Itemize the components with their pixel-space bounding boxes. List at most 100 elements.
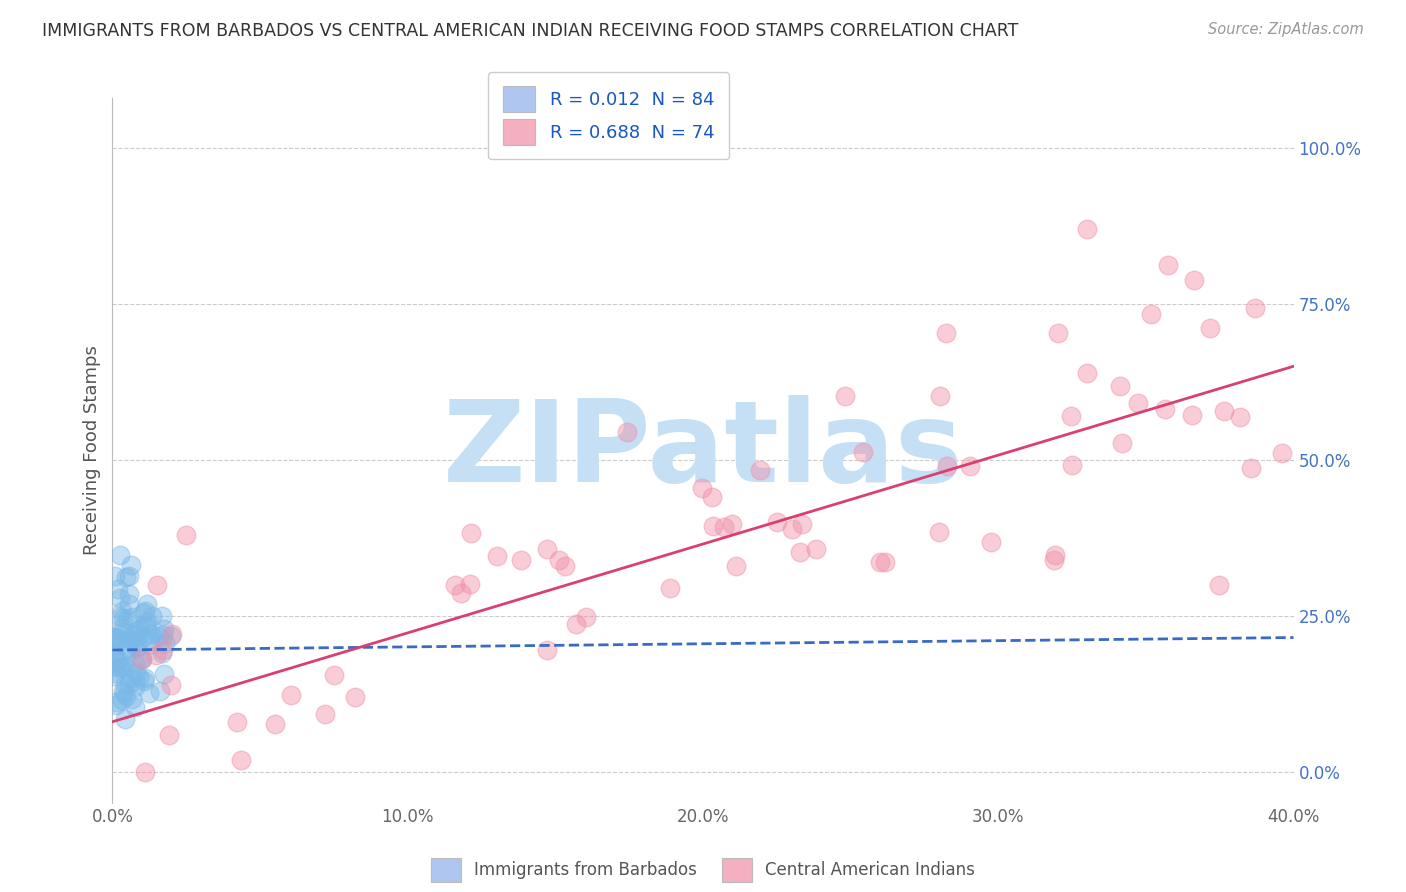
Point xyxy=(105,666,128,681)
Point xyxy=(125,640,148,655)
Point xyxy=(458,576,481,591)
Point xyxy=(929,389,952,403)
Point xyxy=(1109,378,1132,392)
Point xyxy=(869,555,891,569)
Point xyxy=(174,527,197,541)
Point xyxy=(485,549,508,563)
Point xyxy=(105,698,128,712)
Point xyxy=(1181,408,1204,422)
Point xyxy=(1271,446,1294,460)
Point xyxy=(139,632,162,647)
Y-axis label: Receiving Food Stamps: Receiving Food Stamps xyxy=(83,345,101,556)
Point xyxy=(725,558,748,573)
Point xyxy=(134,764,156,779)
Point xyxy=(131,652,153,666)
Point xyxy=(124,674,146,689)
Point xyxy=(104,648,127,663)
Point xyxy=(104,630,127,644)
Point xyxy=(152,627,174,641)
Text: IMMIGRANTS FROM BARBADOS VS CENTRAL AMERICAN INDIAN RECEIVING FOOD STAMPS CORREL: IMMIGRANTS FROM BARBADOS VS CENTRAL AMER… xyxy=(42,22,1018,40)
Point xyxy=(118,569,141,583)
Point xyxy=(139,627,162,641)
Point xyxy=(1043,552,1066,566)
Text: Source: ZipAtlas.com: Source: ZipAtlas.com xyxy=(1208,22,1364,37)
Point xyxy=(138,686,160,700)
Point xyxy=(146,577,169,591)
Point xyxy=(1243,301,1265,315)
Point xyxy=(118,642,141,657)
Point xyxy=(121,692,143,706)
Point xyxy=(118,587,141,601)
Point xyxy=(789,545,811,559)
Point xyxy=(980,535,1002,549)
Point xyxy=(120,670,142,684)
Point xyxy=(159,678,181,692)
Point xyxy=(120,558,142,572)
Point xyxy=(115,612,138,626)
Point xyxy=(225,715,247,730)
Point xyxy=(806,542,828,557)
Point xyxy=(749,463,772,477)
Point xyxy=(264,716,287,731)
Point xyxy=(111,693,134,707)
Point xyxy=(935,458,957,473)
Point xyxy=(134,604,156,618)
Point xyxy=(108,591,131,605)
Point xyxy=(536,542,558,557)
Point xyxy=(875,555,897,569)
Point xyxy=(160,627,183,641)
Point xyxy=(1128,396,1150,410)
Point xyxy=(107,582,129,596)
Point xyxy=(104,647,127,661)
Point xyxy=(120,633,142,648)
Point xyxy=(110,548,132,562)
Point xyxy=(111,621,134,635)
Point xyxy=(111,659,134,673)
Point xyxy=(124,656,146,670)
Text: ZIPatlas: ZIPatlas xyxy=(443,395,963,506)
Point xyxy=(150,609,173,624)
Point xyxy=(135,615,157,630)
Point xyxy=(1182,273,1205,287)
Point xyxy=(1229,410,1251,425)
Point xyxy=(124,624,146,639)
Point xyxy=(834,389,856,403)
Point xyxy=(104,569,127,583)
Point xyxy=(114,677,136,691)
Point xyxy=(1213,404,1236,418)
Point xyxy=(104,658,127,673)
Point xyxy=(1047,326,1070,341)
Point xyxy=(121,636,143,650)
Point xyxy=(720,516,742,531)
Point xyxy=(554,558,576,573)
Point xyxy=(280,688,302,702)
Point xyxy=(229,753,252,767)
Point xyxy=(104,630,127,644)
Point xyxy=(141,637,163,651)
Point xyxy=(114,712,136,726)
Point xyxy=(852,445,875,459)
Point xyxy=(118,676,141,690)
Point xyxy=(104,669,127,683)
Point xyxy=(1240,460,1263,475)
Point xyxy=(780,522,803,536)
Point xyxy=(128,670,150,684)
Point xyxy=(127,640,149,654)
Point xyxy=(1060,409,1083,423)
Point xyxy=(1199,321,1222,335)
Point xyxy=(121,610,143,624)
Point xyxy=(115,690,138,704)
Point xyxy=(105,655,128,669)
Point xyxy=(131,606,153,620)
Point xyxy=(114,631,136,645)
Point xyxy=(112,658,135,673)
Point xyxy=(104,638,127,652)
Point xyxy=(575,610,598,624)
Point xyxy=(112,686,135,700)
Point xyxy=(145,648,167,662)
Point xyxy=(152,666,174,681)
Point xyxy=(153,622,176,636)
Point xyxy=(141,609,163,624)
Point xyxy=(790,516,813,531)
Point xyxy=(565,616,588,631)
